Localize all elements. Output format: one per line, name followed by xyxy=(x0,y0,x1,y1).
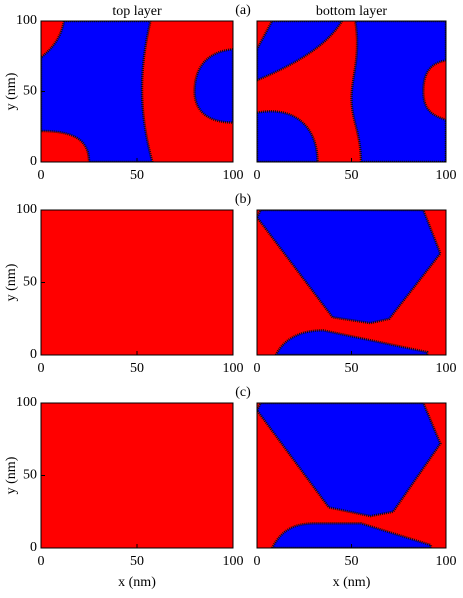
blue-domain xyxy=(195,49,233,122)
y-tick-label: 0 xyxy=(30,154,37,169)
y-tick-label: 100 xyxy=(16,13,37,28)
x-tick-label: 50 xyxy=(345,361,359,376)
red-domain xyxy=(41,403,233,548)
x-tick-label: 100 xyxy=(223,168,244,183)
y-tick-label: 100 xyxy=(16,395,37,410)
panel-label: (a) xyxy=(235,3,251,18)
domain-map-a-top xyxy=(41,21,233,162)
x-tick-label: 50 xyxy=(130,554,144,569)
x-tick-label: 0 xyxy=(254,361,261,376)
panel-label: (c) xyxy=(235,385,251,400)
x-tick-label: 0 xyxy=(38,554,45,569)
blue-domain xyxy=(257,111,317,162)
y-tick-label: 100 xyxy=(16,202,37,217)
domain-map-b-top xyxy=(41,210,233,355)
x-tick-label: 100 xyxy=(436,168,457,183)
y-axis-label: y (nm) xyxy=(4,263,19,301)
y-axis-label: y (nm) xyxy=(4,456,19,494)
x-tick-label: 0 xyxy=(38,168,45,183)
blue-domain xyxy=(257,210,440,323)
blue-domain xyxy=(257,403,440,516)
x-axis-label: x (nm) xyxy=(333,575,371,590)
y-tick-label: 0 xyxy=(30,347,37,362)
x-tick-label: 100 xyxy=(436,361,457,376)
y-tick-label: 50 xyxy=(23,468,37,483)
x-tick-label: 100 xyxy=(436,554,457,569)
domain-map-a-bottom xyxy=(257,21,446,162)
blue-domain xyxy=(272,523,431,548)
panel-title: top layer xyxy=(112,4,162,19)
x-tick-label: 50 xyxy=(345,554,359,569)
x-tick-label: 50 xyxy=(130,361,144,376)
x-tick-label: 50 xyxy=(130,168,144,183)
x-tick-label: 50 xyxy=(345,168,359,183)
x-tick-label: 0 xyxy=(254,168,261,183)
blue-domain xyxy=(41,21,152,162)
blue-domain xyxy=(257,21,342,80)
x-tick-label: 0 xyxy=(38,361,45,376)
x-tick-label: 100 xyxy=(223,554,244,569)
domain-map-c-bottom xyxy=(257,403,446,548)
red-domain xyxy=(41,210,233,355)
x-tick-label: 100 xyxy=(223,361,244,376)
blue-domain xyxy=(352,21,446,162)
blue-domain xyxy=(276,330,427,355)
domain-map-b-bottom xyxy=(257,210,446,355)
y-tick-label: 50 xyxy=(23,275,37,290)
domain-map-c-top xyxy=(41,403,233,548)
y-tick-label: 50 xyxy=(23,84,37,99)
panel-title: bottom layer xyxy=(316,4,387,19)
x-tick-label: 0 xyxy=(254,554,261,569)
y-axis-label: y (nm) xyxy=(4,72,19,110)
x-axis-label: x (nm) xyxy=(118,575,156,590)
panel-label: (b) xyxy=(235,192,252,207)
y-tick-label: 0 xyxy=(30,540,37,555)
